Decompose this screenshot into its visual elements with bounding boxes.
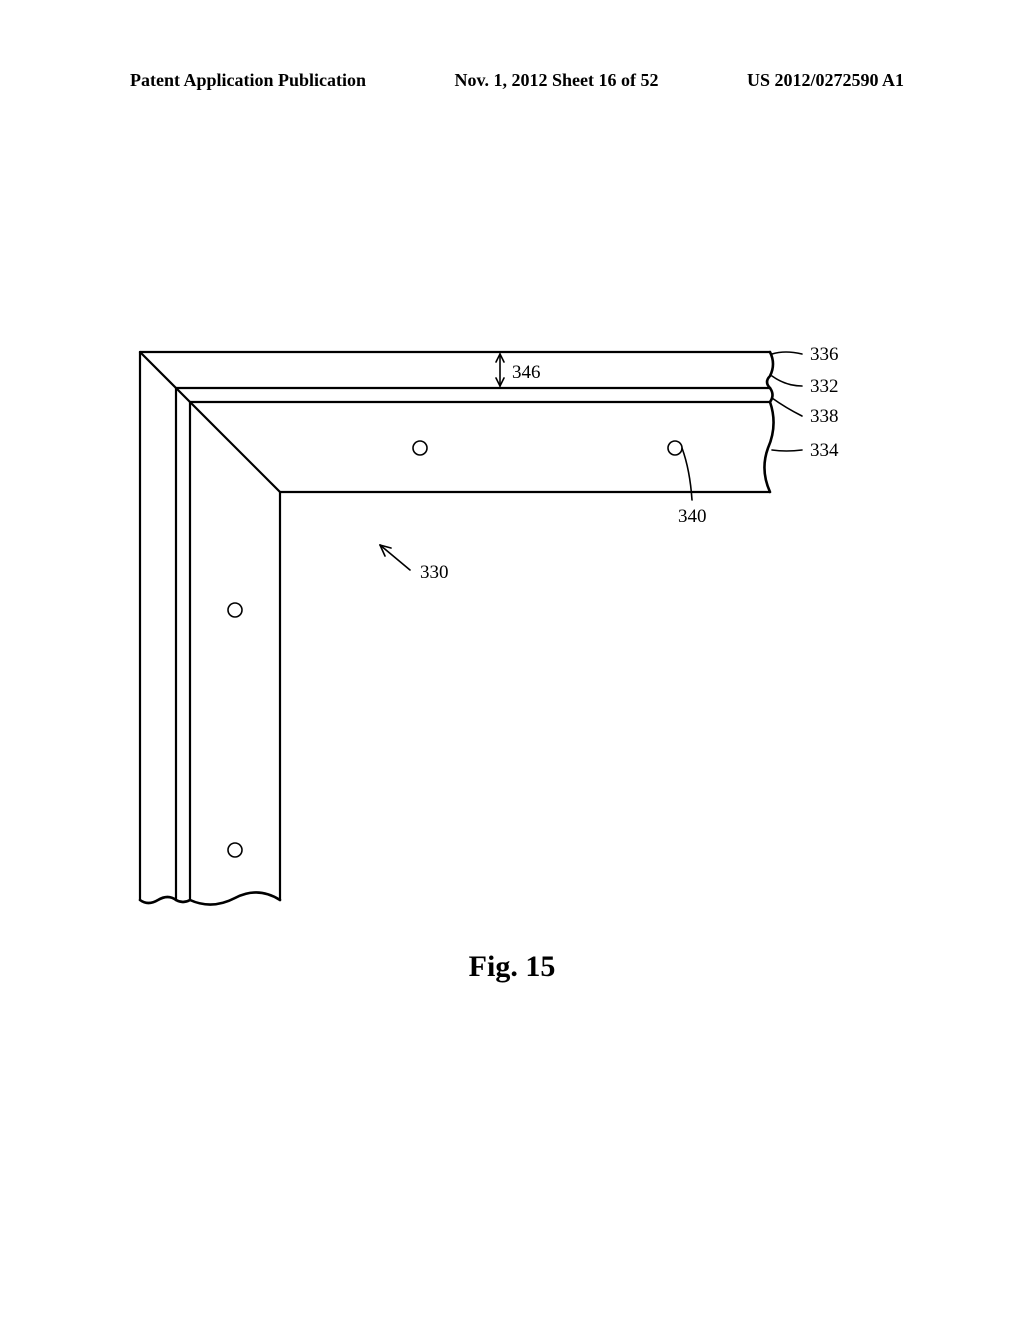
label-336: 336	[810, 344, 839, 365]
label-346: 346	[512, 362, 541, 383]
label-330: 330	[420, 562, 449, 583]
page-header: Patent Application Publication Nov. 1, 2…	[0, 70, 1024, 91]
label-340: 340	[678, 506, 707, 527]
figure-caption: Fig. 15	[0, 950, 1024, 984]
patent-figure: 346 336 332 338 334 340 330	[130, 340, 890, 940]
header-left: Patent Application Publication	[130, 70, 366, 91]
header-center: Nov. 1, 2012 Sheet 16 of 52	[455, 70, 659, 91]
label-332: 332	[810, 376, 839, 397]
header-right: US 2012/0272590 A1	[747, 70, 904, 91]
label-334: 334	[810, 440, 839, 461]
label-338: 338	[810, 406, 839, 427]
